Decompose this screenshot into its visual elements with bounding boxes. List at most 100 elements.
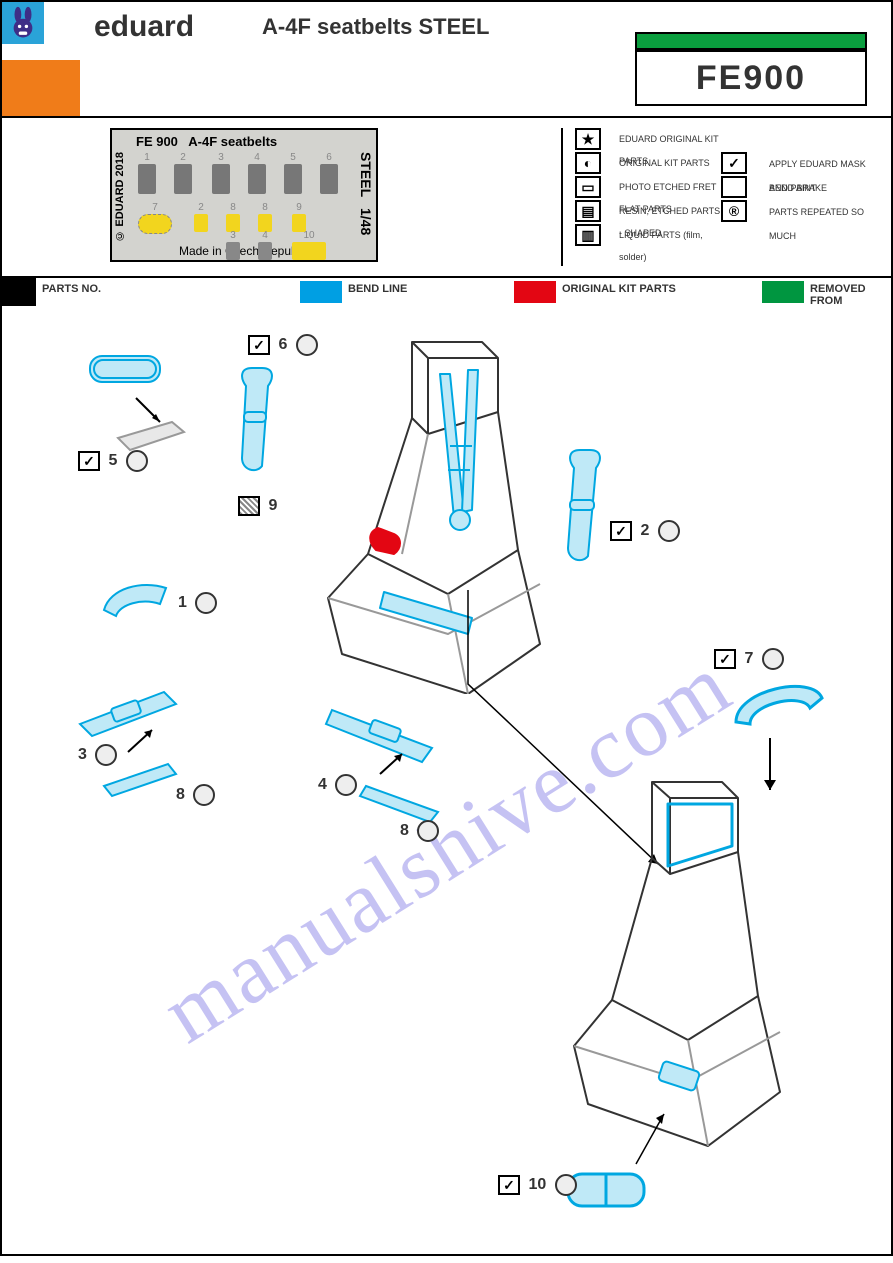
bend-check-icon [714,649,736,669]
fret-part-1: 1 [138,152,156,199]
colorbar-blue [300,281,342,303]
fret-part-6: 6 [320,152,338,199]
bend-check-icon [248,335,270,355]
fret-part-4b: 4 [258,230,272,265]
photo-etch-fret: FE 900 A-4F seatbelts STEEL 1/48 © EDUAR… [110,128,378,262]
callout-6-num: 6 [278,336,287,353]
colorbar-red-label: ORIGINAL KIT PARTS [562,283,676,295]
instruction-sheet-page: eduard A-4F seatbelts STEEL 1/48 scale H… [0,0,893,1256]
arrow-3-8 [122,720,162,765]
legend-star-icon: ★ [575,128,601,150]
callout-9: 9 [238,496,277,516]
bend-check-icon [498,1175,520,1195]
callout-9-num: 9 [268,497,277,514]
callout-8a: 8 [176,784,215,806]
brand-logo-bunny [2,2,44,44]
callout-8b: 8 [400,820,439,842]
dot-icon [417,820,439,842]
fret-code: FE 900 [136,134,178,149]
colorbar-black [2,278,36,306]
dot-icon [335,774,357,796]
legend-label: BEND BRAKE [769,176,871,200]
callout-2: 2 [610,520,680,542]
fret-copyright: © EDUARD 2018 [114,152,126,242]
header-green-bar [635,32,867,50]
legend-bend-icon [721,176,747,198]
arrow-7 [750,734,790,809]
callout-6: 6 [248,334,318,356]
fret-title: FE 900 A-4F seatbelts [136,134,277,149]
bend-check-icon [78,451,100,471]
callout-1: 1 [178,592,217,614]
callout-3: 3 [78,744,117,766]
pe-part-3-shape [98,574,176,627]
fret-parts-grid: 1 2 3 4 5 6 7 2 8 8 9 3 4 10 [136,152,352,240]
callout-8a-num: 8 [176,786,185,803]
assembly-diagram: manualshive.com [2,304,891,1244]
callout-8b-num: 8 [400,822,409,839]
callout-5-num: 5 [108,452,117,469]
callout-4-num: 4 [318,776,327,793]
callout-4: 4 [318,774,357,796]
legend-liquid-icon: ▥ [575,224,601,246]
callout-7: 7 [714,648,784,670]
color-legend-strip: PARTS NO. BEND LINE ORIGINAL KIT PARTS R… [2,276,891,304]
fret-name: A-4F seatbelts [188,134,277,149]
fret-scale-label: 1/48 [358,208,374,235]
legend-check-icon: ✓ [721,152,747,174]
hatch-icon [238,496,260,516]
dot-icon [126,450,148,472]
callout-3-num: 3 [78,746,87,763]
legend-flat-icon: ▭ [575,176,601,198]
legend-label: RESIN, ETCHED PARTS - SHAPED [619,200,721,224]
callout-7-num: 7 [744,650,753,667]
legend-icons-left: ★ ◐ ▭ ▤ ▥ [575,128,615,266]
arrow-4-8 [372,744,412,789]
legend-label: ORIGINAL KIT PARTS [619,152,721,176]
legend-label: APPLY EDUARD MASK AND PAINT [769,152,871,176]
dot-icon [555,1174,577,1196]
dot-icon [762,648,784,670]
header-model-name: A-4F seatbelts STEEL [262,14,489,40]
fret-and-legend-row: FE 900 A-4F seatbelts STEEL 1/48 © EDUAR… [2,116,891,276]
callout-1-num: 1 [178,594,187,611]
header: eduard A-4F seatbelts STEEL 1/48 scale H… [2,2,891,116]
dot-icon [193,784,215,806]
colorbar-red [514,281,556,303]
legend-shaped-icon: ▤ [575,200,601,222]
fret-part-4: 4 [248,152,266,199]
pe-part-2 [546,444,616,579]
legend-label: EDUARD ORIGINAL KIT PARTS [619,128,721,152]
fret-part-10: 10 [292,230,326,265]
legend-label: PHOTO ETCHED FRET FLAT PARTS [619,176,721,200]
fret-part-2: 2 [174,152,192,199]
legend-labels-left: EDUARD ORIGINAL KIT PARTS ORIGINAL KIT P… [615,128,721,266]
brand-tab [2,2,80,60]
footer [2,1244,891,1254]
legend-reg-icon: ® [721,200,747,222]
legend-label: PARTS REPEATED SO MUCH [769,200,871,224]
dot-icon [296,334,318,356]
fret-part-3: 3 [212,152,230,199]
arrow-5 [130,392,170,437]
pe-part-1 [222,362,292,487]
fret-part-2b: 2 [194,202,208,237]
callout-5: 5 [78,450,148,472]
dot-icon [195,592,217,614]
orange-accent [2,60,80,116]
colorbar-black-label: PARTS NO. [42,283,101,295]
fret-steel-label: STEEL [358,152,374,197]
legend-labels-right: APPLY EDUARD MASK AND PAINT BEND BRAKE P… [765,152,871,266]
brand-name: eduard [94,10,194,44]
legend-circle-icon: ◐ [575,152,601,174]
fret-part-3b: 3 [226,230,240,265]
fret-made-in: Made in Czech Republic [112,244,376,258]
callout-2-num: 2 [640,522,649,539]
seat-bottom [522,774,822,1154]
legend-label: LIQUID PARTS (film, solder) [619,224,721,248]
legend-icons-right: ✓ ® [721,152,765,266]
callout-10: 10 [498,1174,577,1196]
dot-icon [95,744,117,766]
callout-10-num: 10 [528,1176,546,1193]
header-product-code: FE900 [635,50,867,106]
